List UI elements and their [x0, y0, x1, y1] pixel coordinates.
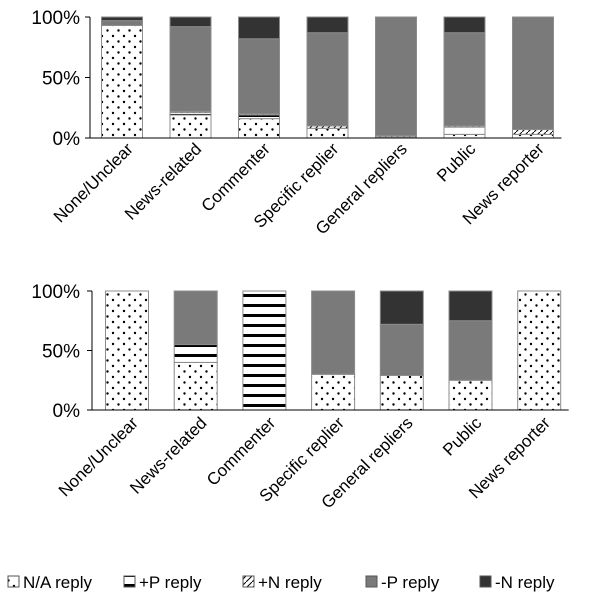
- bar-specific-replier: [306, 16, 349, 139]
- segment-n-a-reply: [379, 374, 424, 411]
- bar-commenter: [242, 290, 287, 411]
- segment-p-reply: [512, 16, 554, 131]
- segment-n-reply: [169, 16, 212, 28]
- legend-label: +N reply: [258, 573, 322, 592]
- x-tick-label: Commenter: [198, 139, 274, 215]
- segment-p-reply: [238, 38, 280, 115]
- legend-swatch: [479, 575, 492, 588]
- y-tick-label: 50%: [42, 69, 80, 90]
- segment-p-reply: [242, 290, 287, 411]
- segment-n-a-reply: [105, 290, 149, 411]
- bar-commenter: [238, 16, 280, 139]
- segment-n-a-reply: [238, 118, 280, 139]
- bar-specific-replier: [311, 290, 356, 411]
- legend-swatch: [7, 575, 20, 588]
- bar-general-repliers: [375, 16, 417, 139]
- legend-item-p-reply: +P reply: [123, 573, 202, 592]
- segment-p-reply: [311, 290, 356, 375]
- segment-p-reply: [443, 32, 486, 127]
- legend-item-n-a-reply: N/A reply: [7, 573, 92, 592]
- segment-n-reply: [101, 16, 143, 22]
- legend-label: +P reply: [139, 573, 202, 592]
- y-tick-label: 0%: [53, 401, 81, 422]
- y-tick-label: 100%: [31, 8, 80, 29]
- segment-n-a-reply: [448, 379, 493, 411]
- legend-swatch: [123, 575, 136, 588]
- legend-label: N/A reply: [23, 573, 92, 592]
- bar-public: [443, 16, 486, 139]
- legend-label: -P reply: [381, 573, 440, 592]
- y-tick-label: 100%: [31, 282, 80, 303]
- segment-n-reply: [238, 16, 280, 40]
- bar-general-repliers: [379, 290, 424, 411]
- bar-none-unclear: [105, 290, 149, 411]
- segment-p-reply: [379, 323, 424, 376]
- bar-none-unclear: [101, 16, 143, 139]
- segment-n-a-reply: [306, 127, 349, 139]
- bar-public: [448, 290, 493, 411]
- x-tick-label: Public: [439, 413, 486, 460]
- segment-p-reply: [238, 114, 280, 120]
- legend-label: -N reply: [495, 573, 555, 592]
- bar-news-related: [173, 290, 218, 411]
- y-tick-label: 50%: [42, 342, 80, 363]
- segment-n-a-reply: [169, 114, 212, 139]
- segment-n-a-reply: [101, 24, 143, 139]
- segment-n-a-reply: [512, 133, 554, 139]
- segment-n-a-reply: [517, 290, 562, 411]
- segment-n-a-reply: [311, 373, 356, 411]
- segment-p-reply: [173, 290, 218, 346]
- segment-n-reply: [512, 129, 554, 135]
- segment-n-reply: [448, 290, 493, 322]
- bar-news-related: [169, 16, 212, 139]
- segment-n-reply: [379, 290, 424, 325]
- segment-p-reply: [375, 16, 417, 137]
- bar-news-reporter: [512, 16, 554, 139]
- chart-top: 0%50%100%None/UnclearNews-relatedComment…: [31, 8, 562, 238]
- legend-swatch: [365, 575, 378, 588]
- segment-p-reply: [448, 320, 493, 381]
- legend: N/A reply +P reply +N reply -P reply -N repl…: [7, 573, 555, 592]
- segment-p-reply: [173, 344, 218, 363]
- segment-p-reply: [169, 26, 212, 112]
- segment-p-reply: [306, 32, 349, 127]
- x-tick-label: Commenter: [203, 413, 279, 489]
- segment-n-a-reply: [173, 361, 218, 411]
- segment-p-reply: [101, 20, 143, 26]
- segment-p-reply: [443, 126, 486, 135]
- chart-bottom: 0%50%100%None/UnclearNews-relatedComment…: [31, 282, 569, 512]
- segment-n-reply: [443, 16, 486, 34]
- x-tick-label: Public: [433, 139, 480, 186]
- legend-swatch: [242, 575, 255, 588]
- legend-item-n-reply: -N reply: [479, 573, 555, 592]
- legend-item-p-reply: -P reply: [365, 573, 440, 592]
- segment-n-reply: [306, 16, 349, 34]
- segment-n-a-reply: [443, 133, 486, 139]
- legend-item-n-reply: +N reply: [242, 573, 322, 592]
- bar-news-reporter: [517, 290, 562, 411]
- y-tick-label: 0%: [53, 129, 81, 150]
